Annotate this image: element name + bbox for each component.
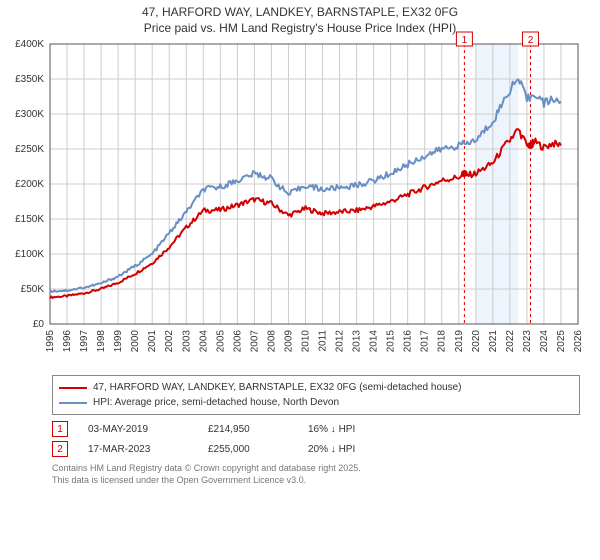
sale-date-1: 03-MAY-2019 [88,424,188,435]
legend-row-price-paid: 47, HARFORD WAY, LANDKEY, BARNSTAPLE, EX… [59,380,573,395]
chart-title: 47, HARFORD WAY, LANDKEY, BARNSTAPLE, EX… [0,0,600,38]
svg-text:2013: 2013 [352,330,363,353]
sale-row-1: 1 03-MAY-2019 £214,950 16% ↓ HPI [52,419,580,439]
footnote-line1: Contains HM Land Registry data © Crown c… [52,463,361,473]
svg-text:£200K: £200K [15,179,44,190]
sale-delta-2: 20% ↓ HPI [308,444,355,455]
svg-text:£0: £0 [33,319,45,330]
svg-text:2017: 2017 [420,330,431,353]
svg-text:2001: 2001 [147,330,158,353]
svg-text:1: 1 [462,35,468,46]
legend-row-hpi: HPI: Average price, semi-detached house,… [59,395,573,410]
svg-text:1996: 1996 [62,330,73,353]
title-line2: Price paid vs. HM Land Registry's House … [144,21,456,35]
svg-text:2018: 2018 [437,330,448,353]
svg-text:2026: 2026 [573,330,584,353]
svg-text:2016: 2016 [403,330,414,353]
svg-text:2004: 2004 [198,330,209,353]
svg-text:£100K: £100K [15,249,44,260]
svg-text:2012: 2012 [335,330,346,353]
svg-text:2003: 2003 [181,330,192,353]
svg-text:2020: 2020 [471,330,482,353]
svg-text:£50K: £50K [21,284,45,295]
svg-text:2000: 2000 [130,330,141,353]
footnote-line2: This data is licensed under the Open Gov… [52,475,306,485]
svg-text:2019: 2019 [454,330,465,353]
svg-text:2006: 2006 [232,330,243,353]
svg-text:2: 2 [528,35,534,46]
sale-badge-2: 2 [52,441,68,457]
sale-delta-1: 16% ↓ HPI [308,424,355,435]
svg-text:2015: 2015 [386,330,397,353]
title-line1: 47, HARFORD WAY, LANDKEY, BARNSTAPLE, EX… [142,5,458,19]
svg-text:1995: 1995 [45,330,56,353]
line-chart-svg: £0£50K£100K£150K£200K£250K£300K£350K£400… [44,38,584,368]
legend-label-price-paid: 47, HARFORD WAY, LANDKEY, BARNSTAPLE, EX… [93,380,461,395]
sale-price-1: £214,950 [208,424,288,435]
legend-swatch-price-paid [59,387,87,389]
svg-text:2025: 2025 [556,330,567,353]
svg-text:£400K: £400K [15,39,44,50]
sale-row-2: 2 17-MAR-2023 £255,000 20% ↓ HPI [52,439,580,459]
svg-text:1998: 1998 [96,330,107,353]
chart-area: £0£50K£100K£150K£200K£250K£300K£350K£400… [44,38,590,371]
footnote: Contains HM Land Registry data © Crown c… [52,463,580,486]
svg-text:2024: 2024 [539,330,550,353]
legend-swatch-hpi [59,402,87,404]
svg-text:2009: 2009 [283,330,294,353]
svg-text:1997: 1997 [79,330,90,353]
svg-text:2008: 2008 [266,330,277,353]
sales-table: 1 03-MAY-2019 £214,950 16% ↓ HPI 2 17-MA… [52,419,580,459]
svg-text:2011: 2011 [318,330,329,352]
svg-text:2021: 2021 [488,330,499,353]
svg-text:£350K: £350K [15,74,44,85]
svg-text:2010: 2010 [300,330,311,353]
svg-text:2007: 2007 [249,330,260,353]
sale-date-2: 17-MAR-2023 [88,444,188,455]
legend-label-hpi: HPI: Average price, semi-detached house,… [93,395,339,410]
svg-text:2005: 2005 [215,330,226,353]
sale-price-2: £255,000 [208,444,288,455]
svg-text:£150K: £150K [15,214,44,225]
sale-badge-1: 1 [52,421,68,437]
svg-text:£300K: £300K [15,109,44,120]
svg-text:2002: 2002 [164,330,175,353]
svg-text:2022: 2022 [505,330,516,353]
svg-text:1999: 1999 [113,330,124,353]
svg-text:2023: 2023 [522,330,533,353]
legend: 47, HARFORD WAY, LANDKEY, BARNSTAPLE, EX… [52,375,580,415]
svg-text:£250K: £250K [15,144,44,155]
svg-text:2014: 2014 [369,330,380,353]
